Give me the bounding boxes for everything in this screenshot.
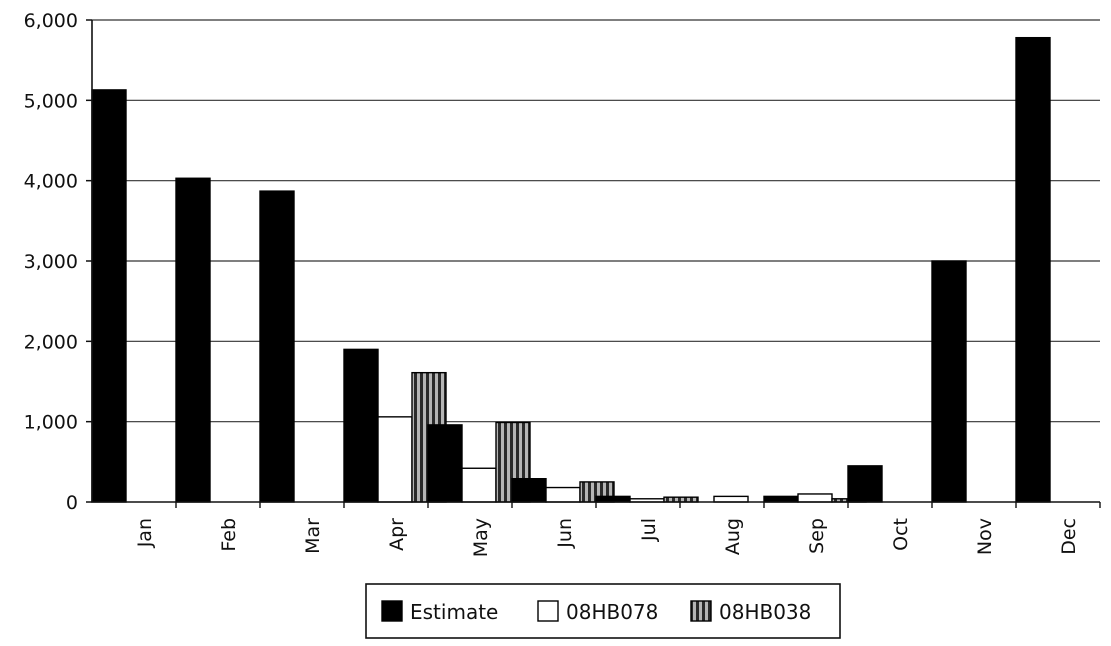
estimate-bar [931, 260, 967, 503]
estimate-bar [763, 495, 799, 503]
bars [91, 36, 1051, 503]
x-tick-label: Aug [722, 518, 744, 555]
legend-label: 08HB038 [719, 600, 811, 624]
y-tick-label: 5,000 [24, 90, 78, 112]
y-tick-label: 0 [66, 492, 78, 514]
x-tick-label: May [470, 518, 492, 557]
legend-swatch [690, 600, 712, 622]
estimate-bar [427, 424, 463, 503]
x-tick-label: Oct [890, 518, 912, 551]
x-axis-ticks: Jan Feb Mar Apr May Jun Jul Aug Sep Oct Nov Dec [134, 502, 1101, 557]
x-tick-label: Apr [386, 518, 408, 551]
legend: Estimate 08HB078 08HB038 [365, 583, 841, 639]
y-tick-label: 2,000 [24, 331, 78, 353]
legend-swatch [537, 600, 559, 622]
y-tick-label: 6,000 [24, 10, 78, 32]
x-tick-label: Jul [638, 518, 660, 542]
y-tick-label: 4,000 [24, 171, 78, 193]
estimate-bar [511, 478, 547, 503]
x-tick-label: Jan [134, 518, 156, 548]
x-tick-label: Jun [554, 518, 576, 549]
y-tick-label: 1,000 [24, 412, 78, 434]
08hb078-bar [461, 467, 497, 503]
08hb078-bar [713, 495, 749, 503]
x-tick-label: Mar [302, 518, 324, 554]
08hb078-bar [545, 486, 581, 503]
legend-box [365, 583, 841, 639]
legend-label: 08HB078 [566, 600, 658, 624]
estimate-bar [259, 190, 295, 503]
estimate-bar [847, 465, 883, 503]
y-tick-label: 3,000 [24, 251, 78, 273]
legend-label: Estimate [410, 600, 498, 624]
08hb078-bar [377, 416, 413, 503]
08hb078-bar [797, 493, 833, 503]
estimate-bar [343, 348, 379, 503]
x-tick-label: Feb [218, 518, 240, 552]
estimate-bar [1015, 36, 1051, 503]
legend-swatch [381, 600, 403, 622]
estimate-bar [175, 177, 211, 503]
y-axis-ticks: 0 1,000 2,000 3,000 4,000 5,000 6,000 [24, 10, 92, 514]
x-tick-label: Nov [974, 518, 996, 555]
x-tick-label: Sep [806, 518, 828, 554]
estimate-bar [91, 89, 127, 503]
estimate-bar [595, 495, 631, 503]
x-tick-label: Dec [1058, 518, 1080, 555]
